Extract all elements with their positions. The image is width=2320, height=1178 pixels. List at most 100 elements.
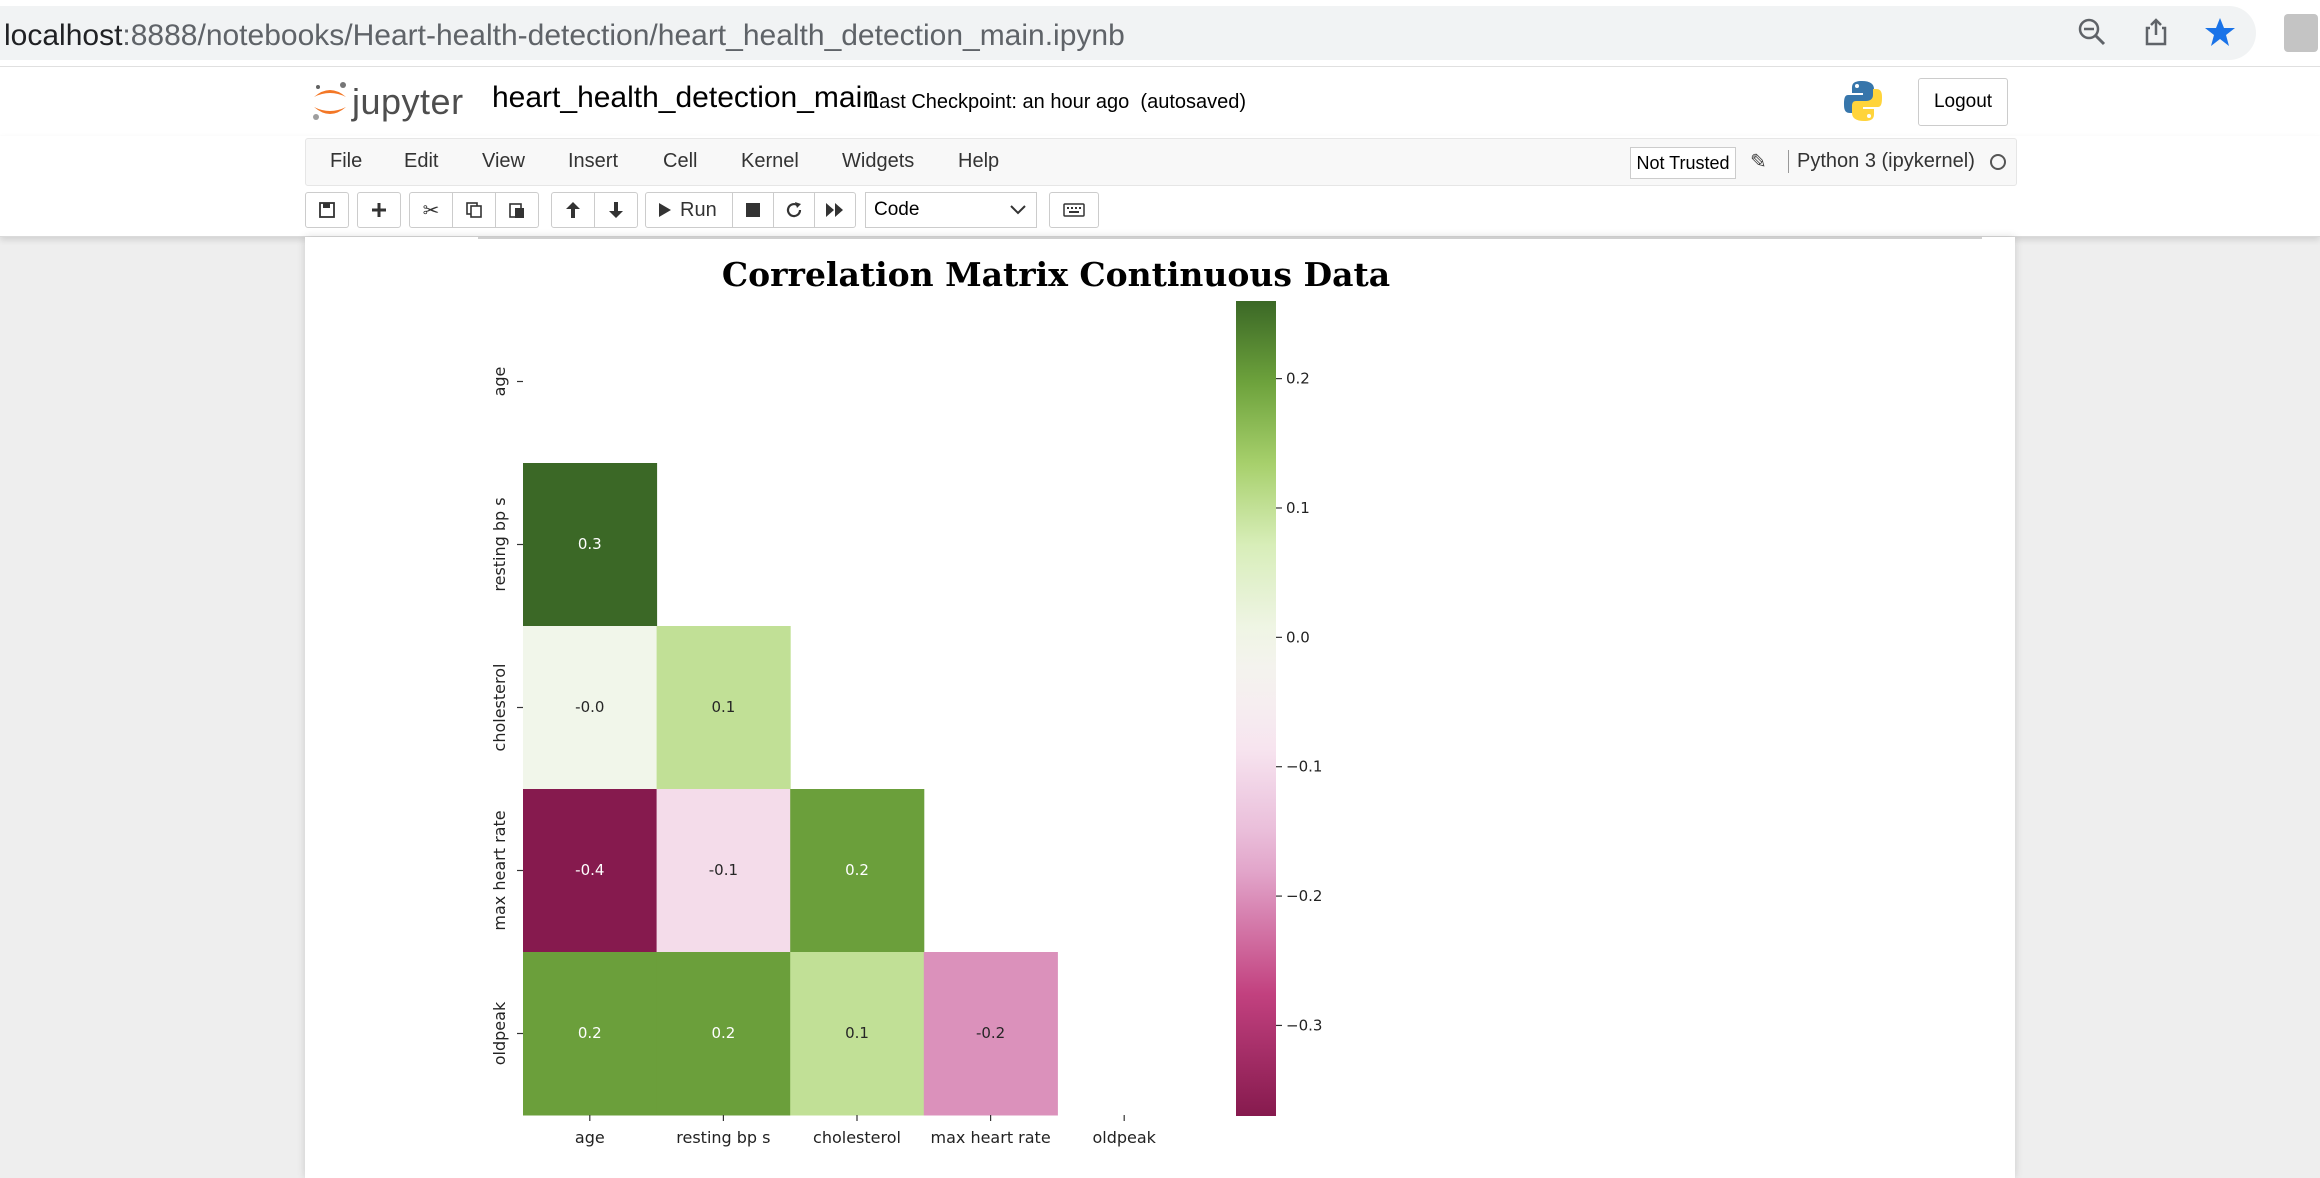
url-text: localhost:8888/notebooks/Heart-health-de… [4,19,1125,53]
previous-cell-border [478,237,1982,239]
url-field[interactable]: localhost:8888/notebooks/Heart-health-de… [0,6,2256,60]
menu-file[interactable]: File [330,150,363,172]
add-cell-icon [372,203,386,217]
keyboard-icon [1063,203,1085,217]
cell-value-label: -0.0 [575,698,604,716]
cut-icon: ✂ [422,199,440,222]
share-icon[interactable] [2136,12,2176,52]
command-palette-button[interactable] [1049,192,1099,228]
menu-view[interactable]: View [482,150,525,172]
cell-value-label: 0.2 [578,1024,602,1042]
checkpoint-text: Last Checkpoint: an hour ago [868,91,1130,113]
copy-icon [466,202,482,218]
colorbar-tick-label: 0.2 [1286,370,1310,388]
menubar: File Edit View Insert Cell Kernel Widget… [305,138,2017,186]
cell-value-label: -0.1 [709,861,738,879]
cell-value-label: 0.1 [711,698,735,716]
run-icon [659,203,671,217]
menu-cell[interactable]: Cell [663,150,698,172]
paste-icon [509,203,524,218]
notebook-name[interactable]: heart_health_detection_main [492,81,879,114]
heatmap-axes: age age resting bp s resting bp s cholestero… [490,367,1157,1147]
browser-address-bar: localhost:8888/notebooks/Heart-health-de… [0,0,2320,66]
fast-forward-icon [826,203,843,217]
heatmap-cell [523,626,658,790]
jupyter-logo-icon [313,82,346,120]
move-down-button[interactable] [594,192,638,228]
heatmap-cell [523,463,658,627]
x-tick-label: oldpeak [1092,1128,1156,1147]
heatmap-cell [656,626,791,790]
menu-kernel[interactable]: Kernel [741,150,799,172]
stop-button[interactable] [732,192,774,228]
menu-widgets[interactable]: Widgets [842,150,915,172]
colorbar-tick-label: −0.1 [1286,758,1322,776]
checkpoint-status: Last Checkpoint: an hour ago (autosaved) [868,91,1246,114]
edit-pencil-icon[interactable]: ✎ [1750,151,1767,173]
cell-type-select[interactable]: Code [865,192,1037,228]
y-tick-label: age [490,367,509,397]
x-tick-label: max heart rate [931,1128,1051,1147]
heatmap-cell [790,789,925,953]
x-tick-label: cholesterol [813,1128,901,1147]
move-up-button[interactable] [551,192,595,228]
heatmap-cell [923,952,1058,1116]
jupyter-wordmark: jupyter [352,81,464,122]
colorbar-tick-label: 0.0 [1286,628,1310,646]
cell-value-label: 0.2 [845,861,869,879]
move-down-icon [609,202,623,218]
y-tick-label: cholesterol [490,664,509,752]
jupyter-logo[interactable]: jupyter [310,77,480,127]
colorbar-tick-label: −0.3 [1286,1016,1322,1034]
heatmap-cell [523,789,658,953]
cell-value-label: -0.2 [976,1024,1005,1042]
menu-help[interactable]: Help [958,150,1000,172]
cell-value-label: 0.3 [578,535,602,553]
x-tick-label: resting bp s [676,1128,770,1147]
stop-icon [746,203,760,217]
profile-avatar[interactable] [2284,14,2318,52]
x-tick-label: age [575,1128,605,1147]
not-trusted-button[interactable]: Not Trusted [1630,147,1736,179]
cell-type-value: Code [874,199,920,220]
save-icon [319,202,335,218]
restart-icon [786,202,802,218]
save-button[interactable] [305,192,349,228]
menu-edit[interactable]: Edit [404,150,439,172]
menubar-container: File Edit View Insert Cell Kernel Widget… [0,136,2320,237]
url-host: localhost [4,19,123,52]
autosave-text: (autosaved) [1140,91,1247,113]
add-cell-button[interactable] [357,192,401,228]
heatmap-cell [656,952,791,1116]
restart-button[interactable] [773,192,815,228]
cut-button[interactable]: ✂ [409,192,453,228]
logout-button[interactable]: Logout [1918,78,2008,126]
cell-value-label: 0.2 [711,1024,735,1042]
python-logo-icon [1844,81,1882,121]
chevron-down-icon [1010,205,1026,215]
zoom-out-icon[interactable] [2072,12,2112,52]
colorbar-tick-label: −0.2 [1286,887,1322,905]
run-button[interactable]: Run [645,192,733,228]
jupyter-header: jupyter heart_health_detection_main Last… [0,66,2320,137]
kernel-name: Python 3 (ipykernel) [1788,150,1975,173]
heatmap-cell [656,789,791,953]
menu-insert[interactable]: Insert [568,150,619,172]
y-tick-label: max heart rate [490,810,509,930]
y-tick-label: oldpeak [490,1001,509,1065]
move-up-icon [566,202,580,218]
paste-button[interactable] [495,192,539,228]
notebook-toolbar: ✂ Run Code [305,192,2015,232]
cell-value-label: 0.1 [845,1024,869,1042]
heatmap-cell [523,952,658,1116]
heatmap-cell [790,952,925,1116]
run-label: Run [680,198,717,221]
bookmark-star-icon[interactable] [2200,12,2240,52]
restart-run-all-button[interactable] [814,192,856,228]
y-tick-label: resting bp s [490,497,509,591]
colorbar-gradient [1236,301,1276,1116]
url-path: :8888/notebooks/Heart-health-detection/h… [122,19,1125,52]
kernel-idle-indicator-icon [1990,154,2006,170]
colorbar-tick-label: 0.1 [1286,499,1310,517]
